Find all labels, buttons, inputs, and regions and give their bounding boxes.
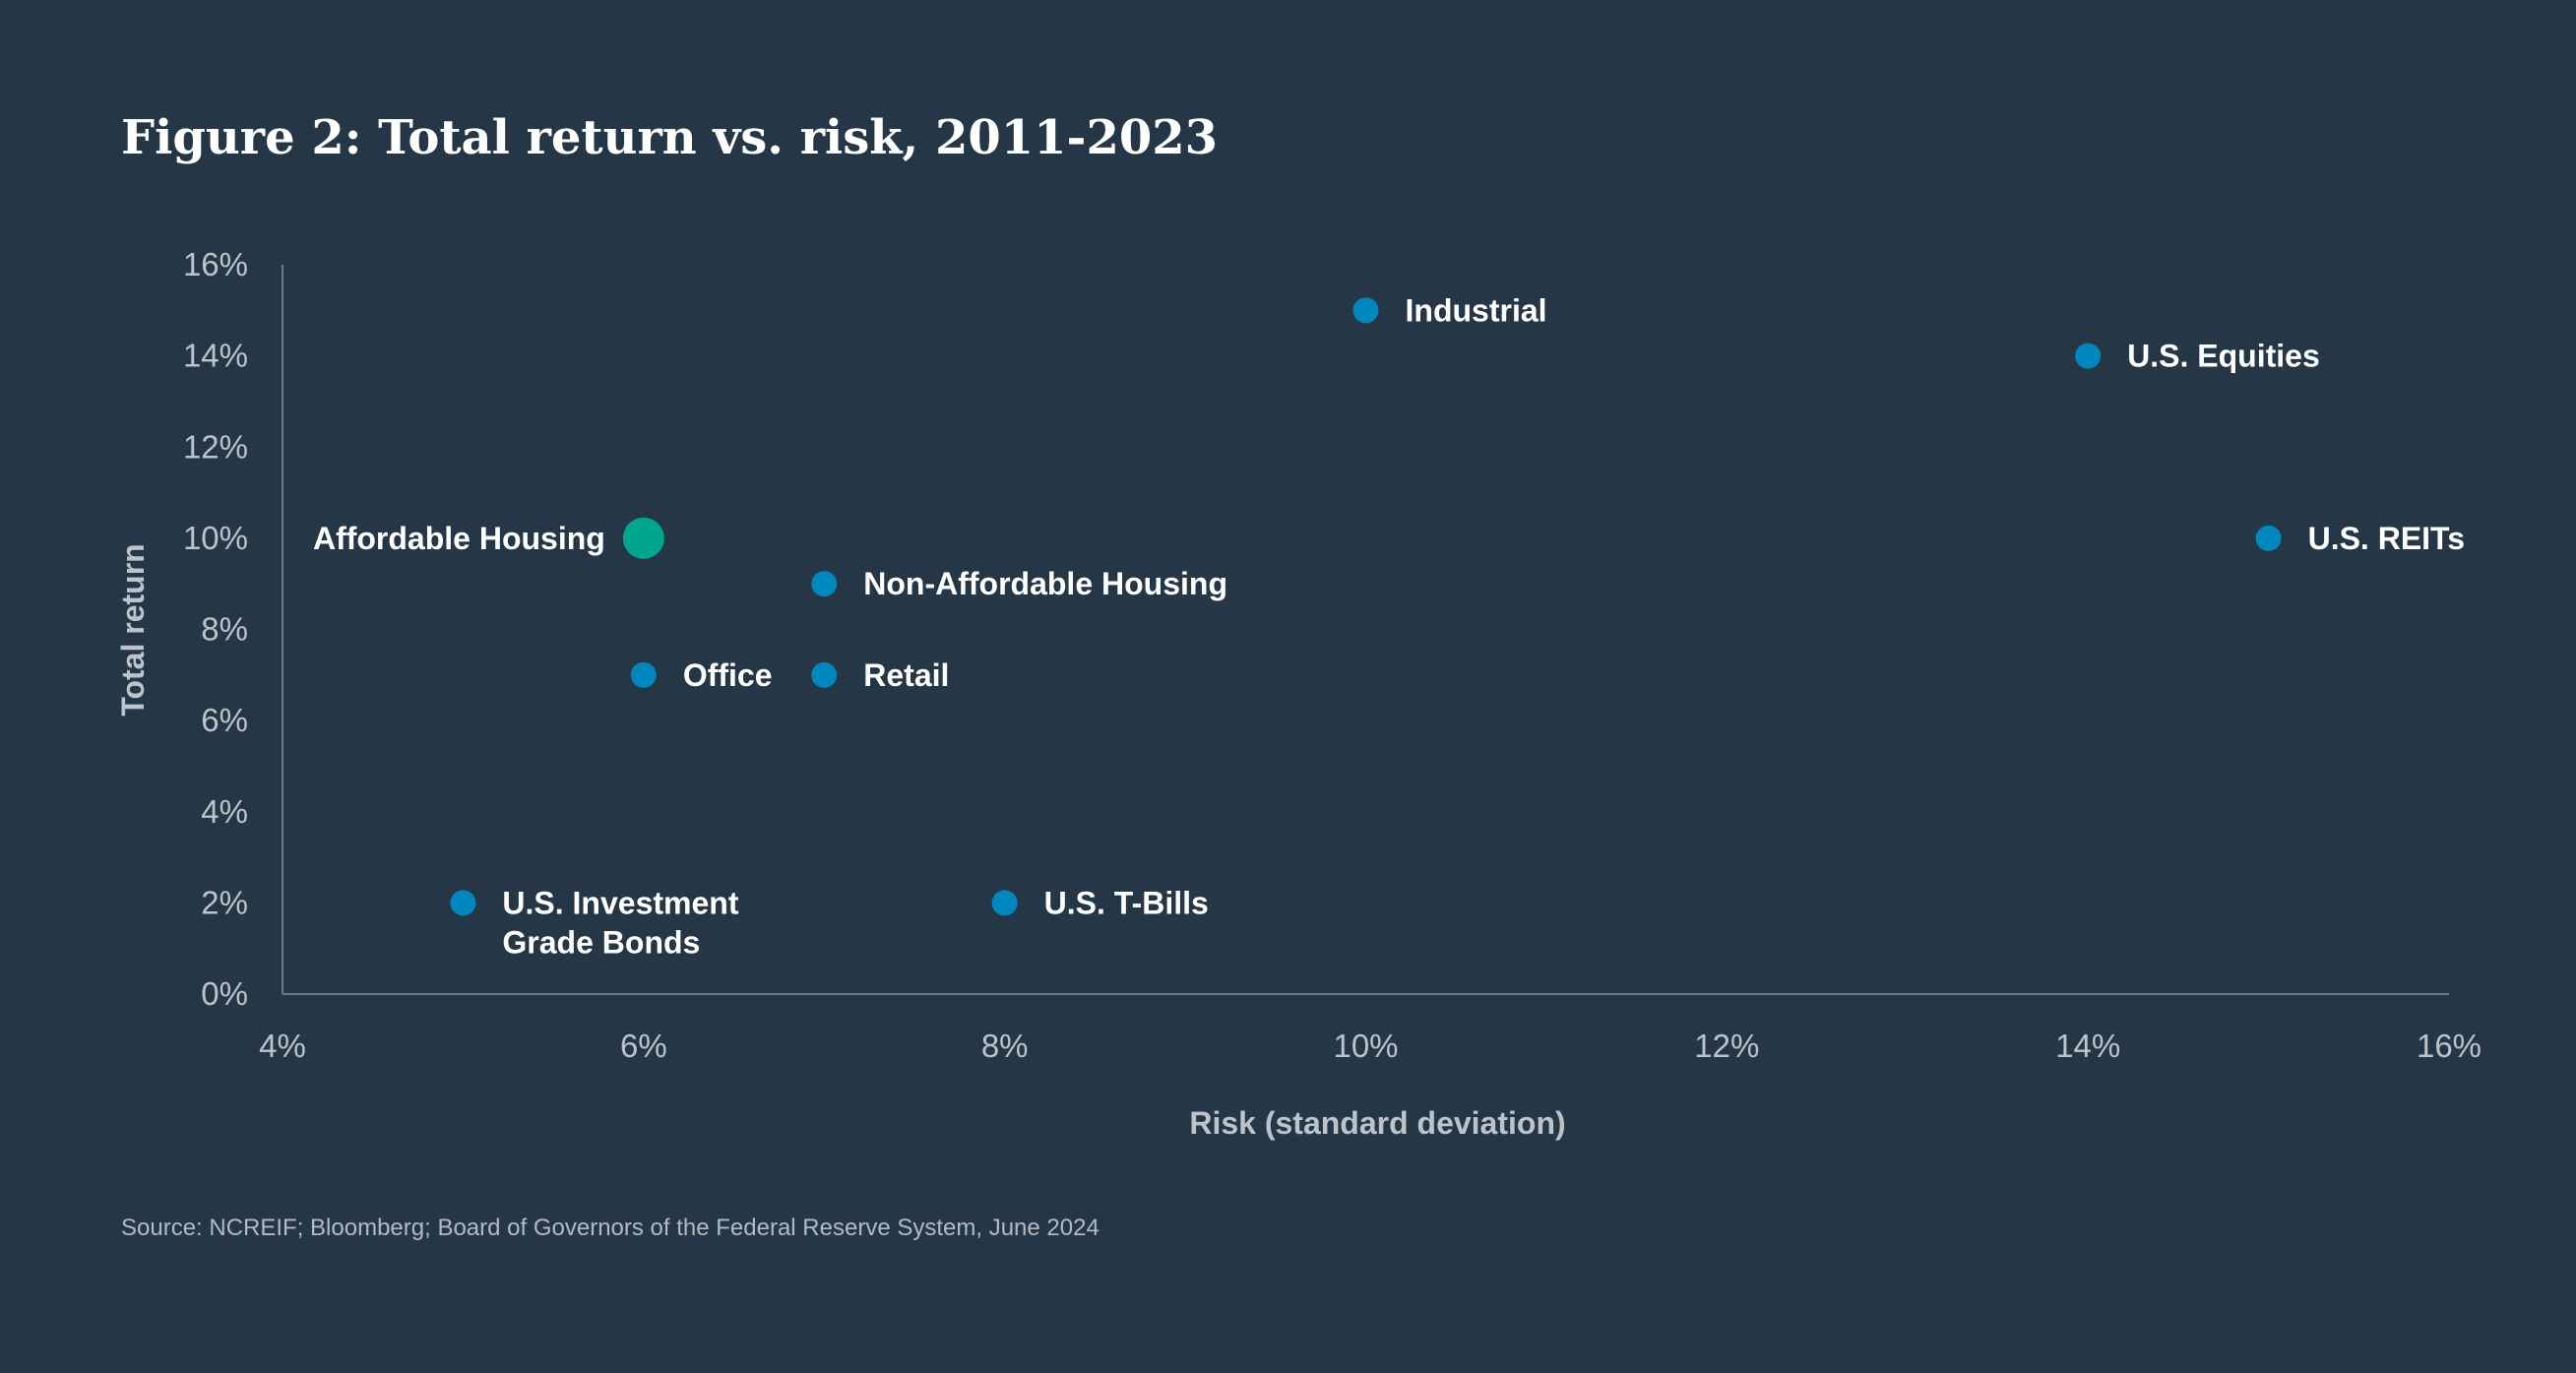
y-tick-label: 6%	[201, 702, 248, 738]
data-point-retail	[811, 661, 838, 688]
y-tick-label: 12%	[183, 428, 248, 465]
chart-title: Figure 2: Total return vs. risk, 2011-20…	[121, 110, 1219, 165]
data-point-affordable-housing	[622, 517, 664, 559]
point-label-u-s-reits: U.S. REITs	[2308, 521, 2465, 556]
point-label-retail: Retail	[863, 657, 949, 693]
point-label-u-s-equities: U.S. Equities	[2127, 339, 2320, 374]
y-tick-label: 16%	[183, 246, 248, 282]
point-label-office: Office	[683, 657, 773, 693]
data-point-office	[630, 661, 657, 688]
x-tick-label: 14%	[2055, 1028, 2120, 1064]
x-tick-label: 8%	[981, 1028, 1029, 1064]
data-points	[450, 297, 2282, 916]
tick-labels: 4% 6% 8% 10% 12% 14% 16% 0% 2% 4% 6% 8% 10% 12% 14% 16%	[183, 246, 2482, 1064]
x-tick-label: 4%	[259, 1028, 306, 1064]
x-axis-title: Risk (standard deviation)	[1189, 1105, 1565, 1141]
source-note: Source: NCREIF; Bloomberg; Board of Gove…	[121, 1215, 1100, 1241]
data-point-u-s-reits	[2255, 525, 2282, 551]
point-label-u-s-t-bills: U.S. T-Bills	[1044, 885, 1209, 920]
data-point-industrial	[1352, 297, 1379, 324]
data-point-u-s-t-bills	[991, 890, 1018, 916]
x-tick-label: 10%	[1333, 1028, 1398, 1064]
data-point-u-s-equities	[2075, 343, 2102, 369]
x-tick-label: 16%	[2417, 1028, 2482, 1064]
y-tick-label: 8%	[201, 611, 248, 648]
y-tick-label: 0%	[201, 975, 248, 1012]
x-tick-label: 12%	[1694, 1028, 1759, 1064]
point-label-affordable-housing: Affordable Housing	[313, 521, 605, 556]
x-tick-label: 6%	[620, 1028, 667, 1064]
y-tick-label: 4%	[201, 793, 248, 830]
point-label-u-s-investment-grade-bonds: U.S. Investment Grade Bonds	[502, 885, 738, 960]
point-label-non-affordable-housing: Non-Affordable Housing	[863, 566, 1227, 601]
y-axis-title: Total return	[115, 543, 151, 716]
data-point-u-s-investment-grade-bonds	[450, 890, 476, 916]
point-labels: Industrial U.S. Equities U.S. REITs Afforda…	[313, 292, 2465, 960]
data-point-non-affordable-housing	[811, 571, 838, 597]
point-label-industrial: Industrial	[1406, 292, 1547, 328]
y-tick-label: 14%	[183, 338, 248, 374]
axes	[282, 265, 2449, 995]
y-tick-label: 2%	[201, 884, 248, 920]
y-tick-label: 10%	[183, 520, 248, 556]
